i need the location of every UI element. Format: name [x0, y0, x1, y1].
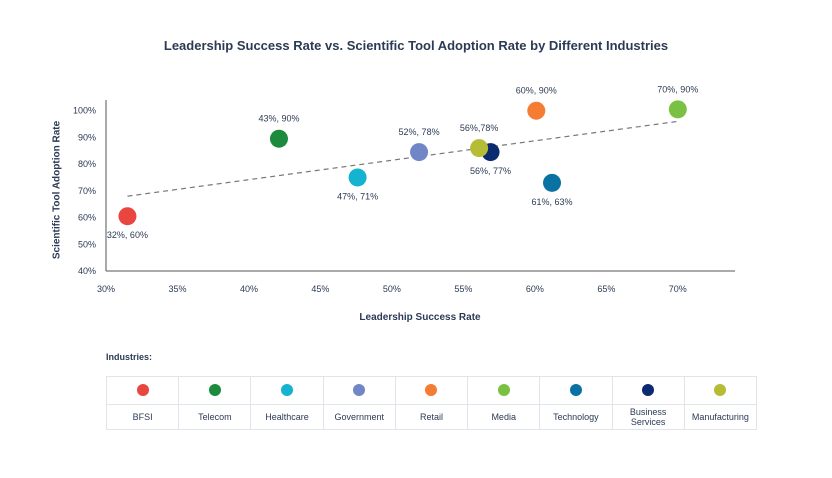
legend-swatch-cell	[394, 376, 469, 405]
legend-swatch-cell	[178, 376, 252, 405]
y-tick-label: 70%	[78, 186, 96, 196]
legend-swatch-technology	[569, 384, 582, 397]
x-tick-label: 45%	[311, 284, 329, 294]
legend-swatch-telecom	[208, 384, 221, 397]
legend-swatch-cell	[467, 376, 541, 405]
data-point-media	[668, 100, 687, 119]
data-point-government	[410, 143, 429, 162]
data-points	[118, 100, 687, 226]
legend-swatch-cell	[322, 376, 396, 405]
data-label: 56%, 77%	[470, 166, 511, 176]
data-label: 56%,78%	[460, 123, 499, 133]
legend-label-bfsi: BFSI	[105, 404, 180, 430]
y-tick-label: 50%	[78, 239, 96, 249]
data-point-retail	[527, 101, 546, 120]
x-tick-label: 60%	[526, 284, 544, 294]
x-tick-label: 30%	[97, 284, 115, 294]
data-label: 52%, 78%	[399, 127, 440, 137]
legend-swatch-bfsi	[136, 384, 149, 397]
data-label: 43%, 90%	[258, 114, 299, 124]
legend-label-government: Government	[322, 404, 396, 430]
y-tick-label: 60%	[78, 213, 96, 223]
x-tick-label: 35%	[168, 284, 186, 294]
y-tick-label: 80%	[78, 159, 96, 169]
y-axis-label: Scientific Tool Adoption Rate	[51, 120, 63, 260]
legend-label-retail: Retail	[394, 404, 469, 430]
legend-swatch-manufacturing	[714, 384, 727, 397]
legend-swatch-row	[105, 376, 758, 405]
legend-label-media: Media	[467, 404, 541, 430]
x-tick-label: 65%	[597, 284, 615, 294]
x-tick-label: 40%	[240, 284, 258, 294]
legend-swatch-healthcare	[281, 384, 294, 397]
data-point-manufacturing	[470, 139, 489, 158]
chart-axes	[105, 100, 735, 272]
data-point-bfsi	[118, 207, 137, 226]
trendline-layer	[127, 120, 678, 197]
legend-swatch-media	[497, 384, 510, 397]
legend-label-telecom: Telecom	[178, 404, 252, 430]
legend-label-manufacturing: Manufacturing	[683, 404, 758, 430]
legend-swatch-cell	[683, 376, 758, 405]
data-label: 47%, 71%	[337, 191, 378, 201]
legend-swatch-cell	[105, 376, 180, 405]
data-label: 32%, 60%	[107, 230, 148, 240]
legend-swatch-cell	[539, 376, 613, 405]
tick-labels: 30% 35% 40% 45% 50% 55% 60% 65% 70% 40% 50% 60% 70% 8…	[73, 106, 687, 294]
x-tick-label: 50%	[383, 284, 401, 294]
legend-title: Industries:	[106, 352, 153, 362]
legend-swatch-business-services	[642, 384, 655, 397]
x-tick-label: 70%	[669, 284, 687, 294]
data-point-technology	[543, 173, 562, 192]
trendline	[127, 120, 678, 197]
legend-swatch-cell	[611, 376, 685, 405]
legend-label-technology: Technology	[539, 404, 613, 430]
legend-swatch-government	[353, 384, 366, 397]
y-tick-label: 40%	[78, 266, 96, 276]
data-point-healthcare	[348, 168, 367, 187]
legend-table: BFSI Telecom Healthcare Government Retail Med…	[105, 376, 758, 430]
y-tick-label: 100%	[73, 106, 96, 116]
legend-label-healthcare: Healthcare	[250, 404, 324, 430]
legend-label-business-services: Business Services	[611, 404, 685, 430]
data-label: 60%, 90%	[516, 86, 557, 96]
data-point-telecom	[269, 129, 288, 148]
legend-swatch-cell	[250, 376, 324, 405]
x-tick-label: 55%	[454, 284, 472, 294]
y-tick-label: 90%	[78, 132, 96, 142]
legend-swatch-retail	[425, 384, 438, 397]
data-label: 70%, 90%	[657, 84, 698, 94]
data-label: 61%, 63%	[532, 197, 573, 207]
data-labels: 32%, 60% 43%, 90% 47%, 71% 52%, 78% 60%, 90%…	[107, 84, 698, 240]
x-axis-label: Leadership Success Rate	[359, 312, 481, 323]
chart-title: Leadership Success Rate vs. Scientific T…	[163, 38, 669, 53]
legend-name-row: BFSI Telecom Healthcare Government Retail Med…	[105, 404, 758, 430]
